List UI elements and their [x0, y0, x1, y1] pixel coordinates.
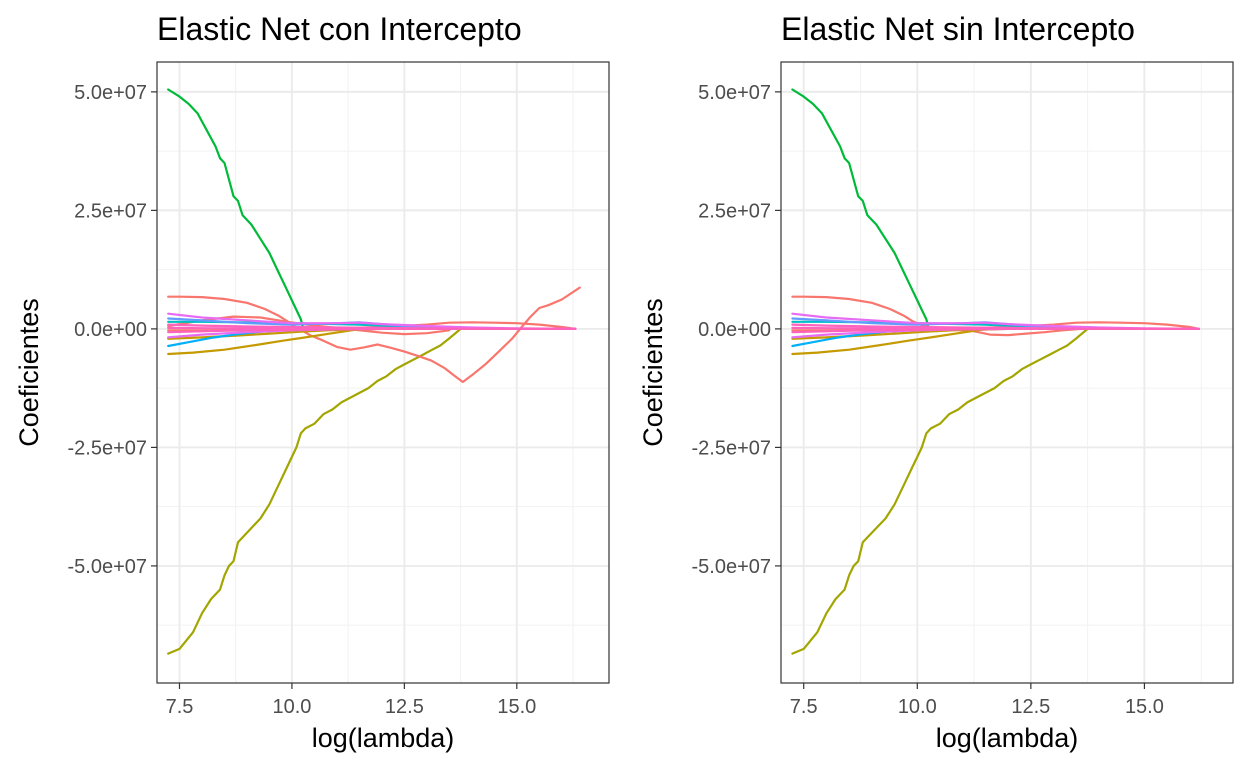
series-line-3	[167, 286, 581, 384]
x-tick-label: 15.0	[1125, 696, 1164, 718]
x-tick-label: 7.5	[166, 696, 194, 718]
y-tick-label: 0.0e+00	[74, 319, 147, 341]
x-tick-label: 12.5	[1011, 696, 1050, 718]
y-tick-label: 5.0e+07	[698, 82, 771, 104]
y-tick-label: 5.0e+07	[74, 82, 147, 104]
series-line-15	[167, 326, 577, 330]
chart-title: Elastic Net sin Intercepto	[781, 11, 1135, 47]
y-tick-label: -2.5e+07	[67, 437, 147, 459]
series-line-2	[791, 327, 1089, 655]
x-tick-label: 7.5	[790, 696, 818, 718]
y-tick-label: -5.0e+07	[691, 556, 771, 578]
y-tick-label: -5.0e+07	[67, 556, 147, 578]
y-tick-label: 2.5e+07	[74, 200, 147, 222]
y-tick-label: 0.0e+00	[698, 319, 771, 341]
y-axis-title: Coeficientes	[14, 298, 44, 447]
y-tick-label: -2.5e+07	[691, 437, 771, 459]
series-line-5	[791, 327, 1001, 356]
series-line-1	[791, 88, 930, 330]
chart-panel-1: 7.5 10.0 12.5 15.0 5.0e+07 2.5e+07 0.0e+00 -2.5…	[14, 11, 610, 753]
series-line-14	[791, 326, 1200, 330]
series-line-6	[167, 327, 374, 356]
panel-border	[156, 61, 610, 684]
x-tick-label: 15.0	[497, 696, 536, 718]
x-axis-title: log(lambda)	[312, 723, 455, 753]
x-tick-label: 10.0	[898, 696, 937, 718]
y-tick-label: 2.5e+07	[698, 200, 771, 222]
chart-title: Elastic Net con Intercepto	[157, 11, 522, 47]
x-axis-title: log(lambda)	[936, 723, 1079, 753]
x-tick-label: 10.0	[272, 696, 311, 718]
series-line-1	[167, 88, 305, 330]
x-tick-label: 12.5	[385, 696, 424, 718]
y-axis-title: Coeficientes	[638, 298, 668, 447]
panel-border	[780, 61, 1234, 684]
chart-panel-2: 7.5 10.0 12.5 15.0 5.0e+07 2.5e+07 0.0e+00 -2.5…	[638, 11, 1234, 753]
series-line-2	[167, 327, 462, 655]
